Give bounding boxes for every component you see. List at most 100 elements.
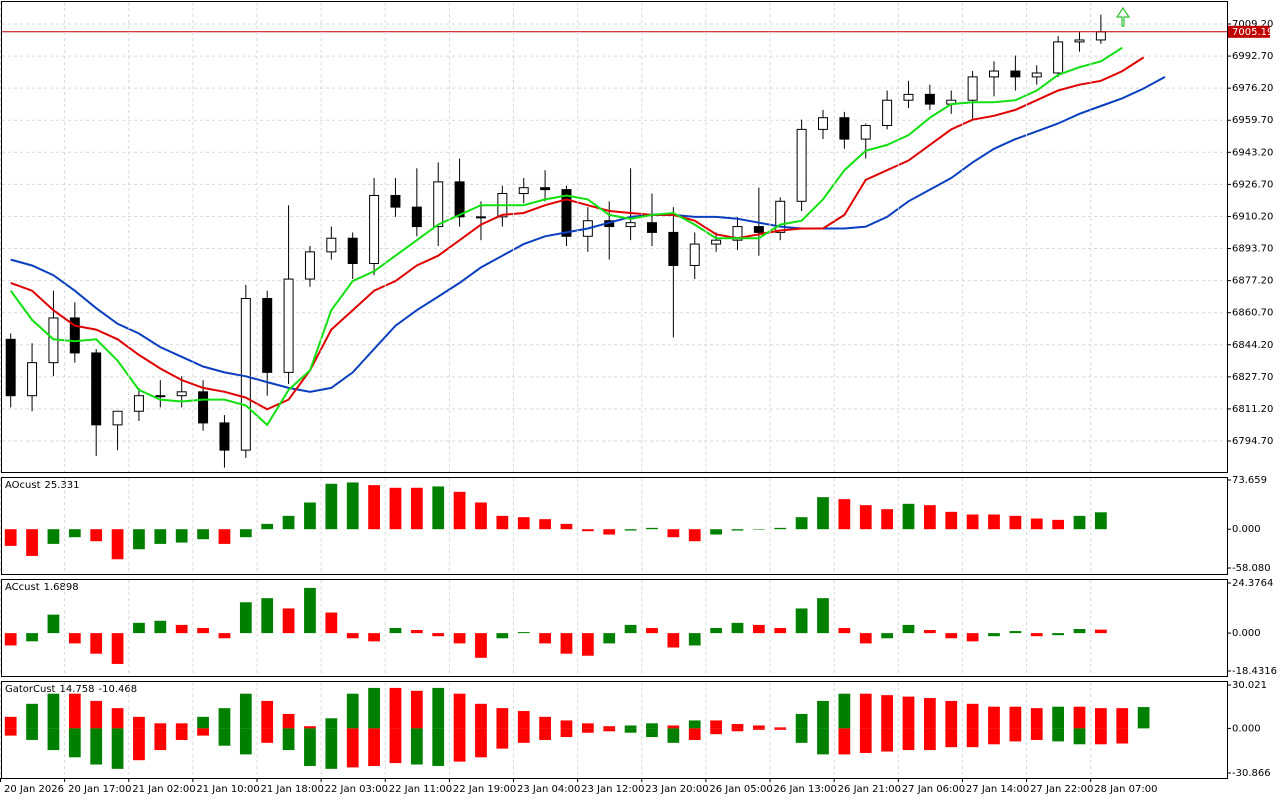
- histogram-bar: [432, 633, 445, 637]
- x-tick-label: 22 Jan 03:00: [325, 784, 388, 795]
- histogram-bar: [68, 633, 81, 644]
- gator-bar: [368, 687, 380, 729]
- price-tag: [1228, 25, 1270, 38]
- gator-bar: [603, 728, 616, 732]
- gator-bar: [1095, 708, 1107, 729]
- histogram-bar: [175, 529, 188, 543]
- gator-bar: [325, 718, 338, 729]
- gator-bar: [26, 703, 38, 729]
- histogram-bar: [646, 627, 658, 634]
- gator-bar: [1052, 706, 1065, 729]
- x-tick-label: 20 Jan 17:00: [68, 784, 131, 795]
- histogram-bar: [902, 503, 915, 530]
- candle-body: [518, 187, 529, 195]
- candle-body: [91, 352, 102, 426]
- gator-bar: [26, 728, 38, 740]
- histogram-bar: [603, 529, 616, 535]
- gator-bar: [560, 720, 573, 729]
- gator-bar: [667, 725, 680, 729]
- gator-bar: [111, 728, 124, 769]
- candle-body: [711, 239, 722, 245]
- histogram-bar: [325, 612, 338, 634]
- x-tick-label: 26 Jan 21:00: [838, 784, 901, 795]
- histogram-bar: [1030, 633, 1043, 637]
- gator-bar: [966, 703, 979, 729]
- histogram-bar: [945, 633, 958, 639]
- histogram-bar: [346, 633, 359, 639]
- histogram-bar: [4, 529, 17, 546]
- gator-bar: [304, 728, 316, 766]
- candle-body: [924, 93, 935, 105]
- candle-body: [433, 181, 444, 228]
- histogram-bar: [1009, 515, 1022, 530]
- gator-bar: [410, 690, 423, 729]
- indicator-name: GatorCust: [5, 684, 56, 695]
- histogram-bar: [133, 622, 145, 634]
- candle-body: [839, 117, 850, 140]
- gator-bar: [966, 728, 979, 748]
- gator-bar: [218, 708, 231, 729]
- gator-bar: [4, 728, 17, 736]
- gator-bar: [133, 728, 145, 761]
- gator-bar: [902, 696, 915, 729]
- histogram-bar: [774, 527, 787, 530]
- candle-body: [967, 76, 978, 101]
- gator-bar: [731, 724, 744, 729]
- gator-bar: [475, 703, 487, 729]
- histogram-bar: [389, 487, 402, 530]
- x-tick-label: 21 Jan 10:00: [196, 784, 259, 795]
- gator-bar: [239, 693, 252, 729]
- candle-body: [390, 194, 401, 208]
- gator-bar: [4, 716, 17, 729]
- candle-body: [1010, 70, 1021, 78]
- y-tick-label: -18.4316: [1232, 666, 1277, 677]
- histogram-bar: [817, 497, 829, 530]
- gator-bar: [795, 713, 808, 729]
- gator-bar: [560, 728, 573, 738]
- candle-body: [240, 297, 251, 451]
- gator-bar: [154, 728, 167, 751]
- gator-bar: [368, 728, 380, 766]
- alligator-line: [10, 56, 1145, 411]
- indicator-label: ACcust 1.6898: [5, 582, 79, 593]
- price-tag-label: 7005.19: [1232, 27, 1273, 38]
- gator-bar: [945, 728, 958, 748]
- gator-bar: [646, 728, 658, 738]
- y-tick-label: 0.000: [1232, 524, 1261, 535]
- y-tick-label: 6811.20: [1232, 404, 1273, 415]
- candle-body: [882, 99, 893, 126]
- candle-body: [176, 391, 187, 397]
- histogram-bar: [261, 523, 274, 530]
- y-tick-label: 0.000: [1232, 723, 1261, 734]
- histogram-bar: [239, 529, 252, 538]
- histogram-bar: [517, 632, 530, 634]
- histogram-bar: [282, 515, 295, 530]
- histogram-bar: [47, 529, 60, 544]
- gator-bar: [475, 728, 487, 758]
- histogram-bar: [988, 514, 1000, 530]
- histogram-bar: [881, 633, 893, 639]
- y-tick-label: 6877.20: [1232, 276, 1273, 287]
- candle-body: [304, 251, 315, 280]
- histogram-bar: [389, 627, 402, 634]
- gator-bar: [774, 727, 787, 729]
- histogram-bar: [175, 624, 188, 634]
- candle-body: [561, 189, 572, 237]
- histogram-bar: [1073, 629, 1086, 634]
- x-tick-label: 27 Jan 22:00: [1030, 784, 1093, 795]
- histogram-bar: [859, 505, 872, 530]
- indicator-label: AOcust 25.331: [5, 480, 80, 491]
- histogram-bar: [410, 630, 423, 634]
- x-tick-label: 28 Jan 07:00: [1094, 784, 1157, 795]
- gator-bar: [752, 728, 765, 730]
- gator-bar: [1116, 728, 1129, 744]
- histogram-bar: [325, 483, 338, 530]
- histogram-bar: [795, 608, 808, 634]
- histogram-bar: [774, 627, 787, 634]
- gator-bar: [346, 728, 359, 768]
- gator-bar: [282, 728, 295, 751]
- gator-bar: [902, 728, 915, 751]
- y-tick-label: 30.021: [1232, 680, 1267, 691]
- x-tick-label: 22 Jan 11:00: [389, 784, 452, 795]
